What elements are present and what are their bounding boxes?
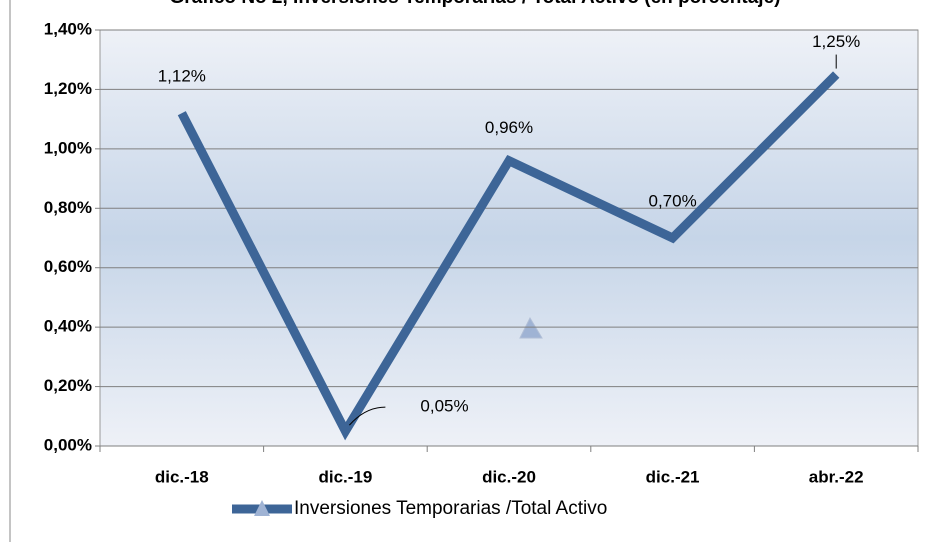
x-tick-label: dic.-18 — [155, 467, 209, 486]
y-tick-label: 0,80% — [44, 198, 92, 217]
data-label: 0,70% — [648, 191, 696, 210]
x-tick-label: abr.-22 — [809, 467, 864, 486]
chart-title: Gráfico No 2, Inversiones Temporarias / … — [170, 0, 781, 8]
x-tick-label: dic.-21 — [646, 467, 700, 486]
series-line — [177, 71, 840, 441]
data-label: 0,05% — [420, 397, 468, 416]
plot-area — [99, 29, 919, 447]
y-tick-label: 0,60% — [44, 257, 92, 276]
y-tick-label: 0,00% — [44, 435, 92, 454]
x-tick-label: dic.-20 — [482, 467, 536, 486]
leader-line — [349, 406, 386, 426]
y-tick-label: 0,40% — [44, 317, 92, 336]
y-tick-label: 1,00% — [44, 138, 92, 157]
legend-marker — [254, 500, 270, 516]
legend-label: Inversiones Temporarias /Total Activo — [294, 498, 607, 519]
y-tick-label: 1,20% — [44, 79, 92, 98]
y-tick-label: 0,20% — [44, 376, 92, 395]
data-label: 1,25% — [812, 32, 860, 51]
decoration-marker — [519, 316, 543, 339]
x-tick-label: dic.-19 — [318, 467, 372, 486]
data-label: 0,96% — [485, 118, 533, 137]
y-tick-label: 1,40% — [44, 19, 92, 38]
data-label: 1,12% — [158, 67, 206, 86]
